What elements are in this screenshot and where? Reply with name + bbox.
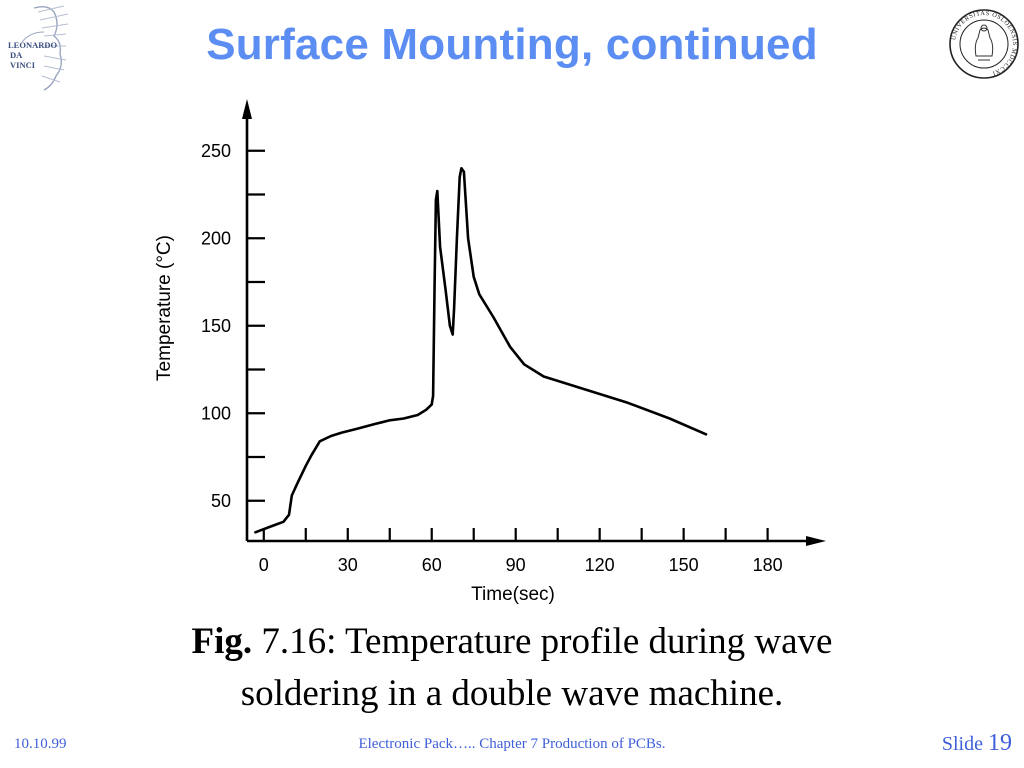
leonardo-da-vinci-logo: LEONARDO DA VINCI [4,2,72,94]
footer-course-title: Electronic Pack….. Chapter 7 Production … [358,736,666,752]
y-tick-label: 250 [201,141,231,161]
chart-tick-labels: 0 30 60 90 120 150 180 50 100 150 200 250 [201,141,783,575]
chart-ticks [247,149,769,541]
x-tick-label: 60 [422,555,442,575]
logo-vinci-text: VINCI [10,60,36,70]
footer-slide-number: Slide 19 [942,730,1012,757]
x-tick-label: 0 [259,555,269,575]
caption-line-1-text: 7.16: Temperature profile during wave [252,621,833,662]
slide-number: 19 [988,730,1012,756]
y-tick-label: 50 [211,491,231,511]
footer-date: 10.10.99 [14,736,67,752]
y-axis-arrow [242,99,252,119]
x-tick-label: 150 [669,555,699,575]
slide-title: Surface Mounting, continued [206,20,818,69]
x-tick-label: 180 [753,555,783,575]
caption-fig-label: Fig. [191,621,253,662]
x-axis-label: Time(sec) [471,584,555,605]
caption-line-2: soldering in a double wave machine. [240,673,784,714]
university-seal-logo: UNIVERSITAS OSLOENSIS MDCCCXI [949,9,1019,79]
logo-da-text: DA [10,50,23,60]
y-tick-label: 100 [201,403,231,423]
logo-leonardo-text: LEONARDO [8,40,58,50]
figure-caption: Fig. 7.16: Temperature profile during wa… [0,616,1024,720]
x-tick-label: 120 [585,555,615,575]
chart-series [254,167,708,534]
chart-axes [242,99,826,546]
y-axis-label: Temperature (°C) [154,235,175,381]
y-tick-label: 150 [201,316,231,336]
slide-label: Slide [941,733,983,755]
x-axis-arrow [806,536,826,546]
temperature-series-line [254,167,708,534]
x-tick-label: 90 [506,555,526,575]
caption-line-1: Fig. 7.16: Temperature profile during wa… [0,616,1024,668]
x-tick-label: 30 [338,555,358,575]
y-tick-label: 200 [201,228,231,248]
